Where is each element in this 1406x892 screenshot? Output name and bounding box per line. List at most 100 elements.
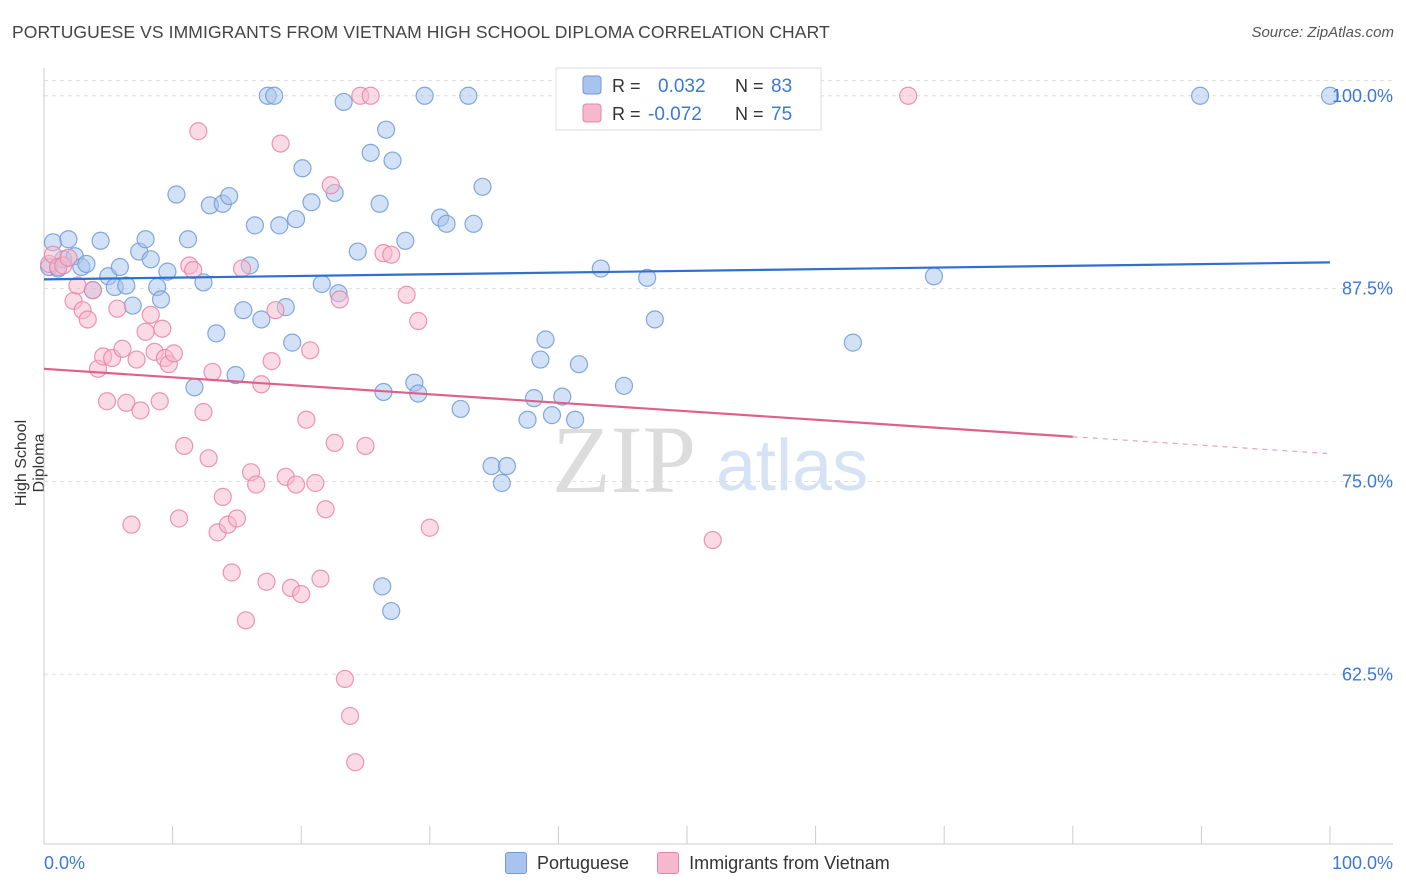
point-vietnam	[316, 500, 335, 519]
trend-line-vietnam	[43, 367, 1073, 438]
point-portuguese	[117, 276, 136, 295]
point-vietnam	[113, 339, 132, 358]
point-portuguese	[531, 350, 550, 369]
legend-n-label-2: N =	[735, 104, 764, 124]
point-vietnam	[83, 281, 102, 300]
point-portuguese	[151, 290, 171, 309]
point-portuguese	[265, 86, 284, 105]
point-vietnam	[306, 473, 325, 493]
point-portuguese	[645, 310, 664, 329]
point-vietnam	[227, 509, 246, 528]
point-vietnam	[257, 572, 276, 591]
point-vietnam	[184, 260, 203, 280]
point-vietnam	[292, 584, 311, 604]
point-portuguese	[614, 376, 634, 395]
point-vietnam	[189, 122, 208, 141]
point-portuguese	[361, 143, 380, 162]
point-portuguese	[207, 324, 226, 343]
point-portuguese	[167, 185, 186, 204]
point-vietnam	[899, 86, 918, 105]
legend-r-label-2: R =	[612, 104, 641, 124]
point-portuguese	[396, 231, 415, 250]
point-vietnam	[136, 322, 155, 341]
y-tick-label: 62.5%	[1342, 664, 1393, 684]
point-portuguese	[123, 296, 142, 315]
point-portuguese	[348, 242, 367, 261]
point-portuguese	[252, 310, 271, 329]
point-portuguese	[482, 456, 501, 476]
chart-title: PORTUGUESE VS IMMIGRANTS FROM VIETNAM HI…	[12, 22, 830, 42]
point-portuguese	[141, 250, 160, 269]
point-vietnam	[199, 449, 218, 468]
point-portuguese	[464, 214, 483, 233]
point-vietnam	[346, 753, 365, 772]
point-portuguese	[185, 378, 204, 397]
point-portuguese	[220, 186, 239, 206]
point-portuguese	[524, 389, 544, 408]
point-portuguese	[459, 86, 478, 105]
point-vietnam	[153, 319, 172, 338]
point-vietnam	[108, 299, 127, 318]
trend-line-vietnam-extension	[1072, 436, 1331, 455]
source-label: Source: ZipAtlas.com	[1251, 24, 1394, 41]
x-tick-label-min: 0.0%	[44, 853, 85, 873]
watermark-atlas: atlas	[716, 426, 868, 506]
point-vietnam	[335, 669, 355, 689]
point-portuguese	[293, 159, 312, 178]
point-vietnam	[361, 86, 380, 105]
point-portuguese	[542, 406, 562, 425]
point-portuguese	[334, 92, 353, 112]
point-portuguese	[286, 210, 306, 229]
point-portuguese	[473, 177, 492, 196]
point-vietnam	[203, 362, 222, 382]
point-vietnam	[297, 410, 316, 429]
point-vietnam	[311, 569, 330, 588]
gridlines	[44, 80, 1393, 675]
point-portuguese	[437, 214, 456, 233]
point-portuguese	[924, 267, 944, 286]
point-vietnam	[247, 475, 266, 494]
legend-r-label-1: R =	[612, 76, 641, 96]
legend-item-portuguese[interactable]: Portuguese	[505, 852, 629, 874]
legend-n-label-1: N =	[735, 76, 764, 96]
point-vietnam	[382, 245, 401, 264]
point-portuguese	[373, 577, 392, 596]
point-portuguese	[451, 399, 470, 419]
point-vietnam	[232, 259, 252, 278]
series-legend: Portuguese Immigrants from Vietnam	[505, 852, 918, 874]
point-portuguese	[77, 254, 96, 274]
point-portuguese	[178, 230, 198, 249]
point-vietnam	[397, 285, 416, 304]
point-vietnam	[127, 350, 146, 369]
point-portuguese	[1320, 86, 1340, 105]
legend-item-vietnam[interactable]: Immigrants from Vietnam	[657, 852, 890, 874]
point-portuguese	[91, 231, 110, 250]
point-vietnam	[409, 311, 428, 331]
point-vietnam	[703, 530, 722, 550]
trend-line-portuguese	[43, 261, 1331, 281]
legend-label: Portuguese	[537, 852, 630, 873]
legend-swatch	[657, 852, 680, 874]
point-vietnam	[117, 393, 136, 412]
point-vietnam	[97, 392, 117, 411]
point-portuguese	[136, 230, 155, 249]
point-portuguese	[566, 410, 585, 429]
point-portuguese	[569, 355, 589, 374]
legend-label: Immigrants from Vietnam	[689, 852, 890, 873]
correlation-legend: R = 0.032 N = 83 R = -0.072 N = 75	[555, 67, 822, 131]
legend-swatch-vietnam	[582, 103, 602, 123]
point-portuguese	[536, 330, 555, 349]
point-vietnam	[175, 436, 194, 456]
point-vietnam	[262, 352, 281, 371]
point-portuguese	[245, 216, 265, 235]
point-portuguese	[591, 259, 610, 278]
point-vietnam	[286, 475, 306, 494]
point-portuguese	[283, 333, 302, 352]
point-vietnam	[301, 341, 320, 360]
point-vietnam	[330, 290, 349, 309]
point-portuguese	[110, 257, 129, 277]
x-tick-label-max: 100.0%	[1332, 853, 1393, 873]
point-portuguese	[158, 262, 177, 281]
point-portuguese	[1191, 86, 1210, 105]
